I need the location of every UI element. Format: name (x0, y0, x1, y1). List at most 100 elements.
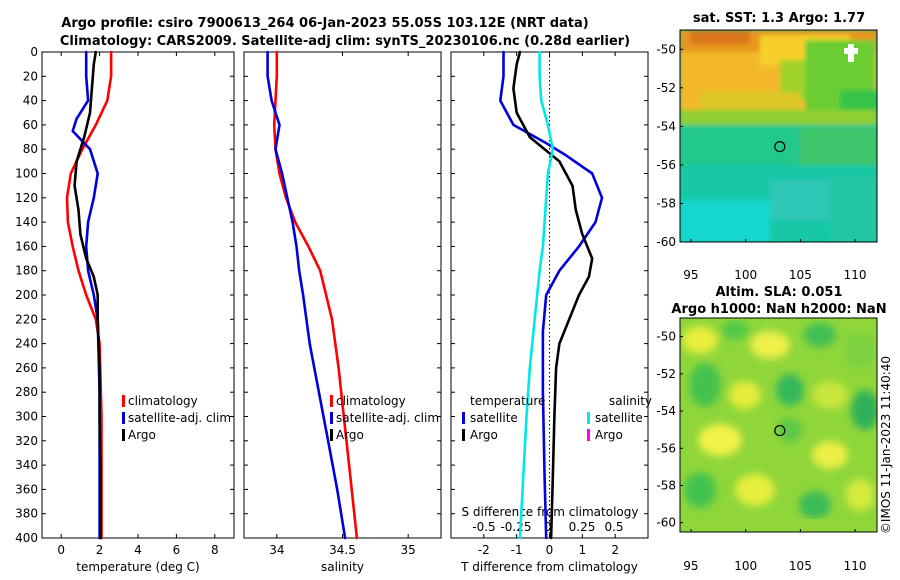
imos-credit: ©IMOS 11-Jan-2023 11:40:40 (879, 356, 893, 534)
sst-argo-location-marker (774, 141, 786, 153)
depth-tick-label: 40 (23, 94, 38, 108)
sla-map-title-line2: Argo h1000: NaN h2000: NaN (671, 302, 886, 317)
sla-map-ytick-label: -52 (656, 367, 676, 381)
sla-map-ytick-label: -54 (656, 404, 676, 418)
sla-map-axes: 95 100 105 110 -50 -52 -54 -56 -58 -60 (656, 330, 866, 573)
sst-color-field (680, 30, 877, 242)
temperature-xlabel: temperature (deg C) (76, 560, 199, 574)
temperature-legend-label: climatology (128, 394, 198, 408)
sla-map: 95 100 105 110 -50 -52 -54 -56 -58 -60 (656, 317, 878, 573)
sst-map-ytick-label: -50 (656, 42, 676, 56)
depth-tick-label: 360 (15, 482, 38, 496)
difference-xtick-label: 2 (611, 543, 619, 557)
salinity-legend-label: climatology (336, 394, 406, 408)
depth-tick-label: 300 (15, 410, 38, 424)
temperature-legend-swatch (122, 395, 125, 407)
sst-map-axes: 95 100 105 110 -50 -52 -54 -56 -58 -60 (656, 42, 866, 282)
difference-xtick-label: 1 (579, 543, 587, 557)
salinity-xtick-label: 34 (269, 543, 284, 557)
sla-map-frame (679, 317, 878, 533)
depth-tick-label: 400 (15, 531, 38, 545)
diff-legend-swatch (462, 412, 465, 424)
temperature-xtick-label: 0 (57, 543, 65, 557)
figure-title-line1: Argo profile: csiro 7900613_264 06-Jan-2… (61, 16, 588, 31)
sla-map-xtick-label: 95 (683, 559, 698, 573)
depth-tick-label: 340 (15, 458, 38, 472)
sst-map-ytick-label: -52 (656, 81, 676, 95)
depth-tick-label: 160 (15, 239, 38, 253)
diff-legend-label: Argo (595, 428, 623, 442)
salinity-legend-swatch (330, 395, 333, 407)
salinity-xtick-label: 35 (401, 543, 416, 557)
depth-tick-label: 0 (30, 45, 38, 59)
difference-xtick-label: 0 (546, 543, 554, 557)
sla-map-ytick-label: -58 (656, 478, 676, 492)
sla-map-xtick-label: 100 (734, 559, 757, 573)
depth-tick-label: 180 (15, 264, 38, 278)
salinity-series-line-1 (266, 50, 347, 540)
salinity-legend-label: satellite-adj. clim (336, 411, 439, 425)
difference-series-line-2 (518, 50, 555, 540)
sst-map-xtick-label: 110 (844, 268, 867, 282)
depth-tick-label: 140 (15, 215, 38, 229)
sla-map-title-line1: Altim. SLA: 0.051 (716, 285, 843, 300)
depth-tick-label: 120 (15, 191, 38, 205)
diff-legend-swatch (587, 429, 590, 441)
temperature-panel: 0 2 4 6 802040608010012014016018020022024026… (15, 45, 235, 574)
depth-tick-label: 280 (15, 385, 38, 399)
salinity-xtick-label: 34.5 (329, 543, 356, 557)
secondary-tick-label: 0.5 (604, 520, 623, 534)
sst-map-xtick-label: 100 (734, 268, 757, 282)
difference-series-line-0 (498, 50, 604, 540)
sst-map-title: sat. SST: 1.3 Argo: 1.77 (693, 11, 865, 26)
temperature-xtick-label: 8 (211, 543, 219, 557)
legend-group-title-temperature: temperature (470, 394, 545, 408)
sla-map-ytick-label: -60 (656, 516, 676, 530)
temperature-legend-swatch (122, 412, 125, 424)
depth-tick-label: 60 (23, 118, 38, 132)
depth-tick-label: 80 (23, 142, 38, 156)
sst-map-ytick-label: -60 (656, 235, 676, 249)
secondary-tick-label: 0 (544, 520, 552, 534)
diff-legend-label: satellite (595, 411, 643, 425)
depth-tick-label: 220 (15, 312, 38, 326)
sst-map-ytick-label: -54 (656, 119, 676, 133)
depth-tick-label: 380 (15, 507, 38, 521)
sst-map-ytick-label: -56 (656, 158, 676, 172)
difference-panel: -2 -1 0 1 2 T difference from climatology S di… (450, 50, 652, 574)
temperature-plot-frame (41, 51, 235, 539)
salinity-legend-swatch (330, 412, 333, 424)
temperature-series-line-2 (73, 50, 102, 540)
difference-xlabel: T difference from climatology (460, 560, 638, 574)
diff-legend-swatch (587, 412, 590, 424)
secondary-axis-label: S difference from climatology (462, 505, 639, 519)
sla-map-xtick-label: 105 (789, 559, 812, 573)
salinity-legend-label: Argo (336, 428, 364, 442)
depth-tick-label: 240 (15, 337, 38, 351)
figure-title-line2: Climatology: CARS2009. Satellite-adj cli… (60, 34, 630, 49)
difference-xtick-label: -1 (511, 543, 523, 557)
depth-tick-label: 20 (23, 69, 38, 83)
secondary-tick-label: 0.25 (569, 520, 596, 534)
difference-series-line-1 (512, 50, 594, 540)
sst-map: 95 100 105 110 -50 -52 -54 -56 -58 -60 (656, 29, 878, 282)
temperature-xtick-label: 6 (173, 543, 181, 557)
salinity-plot-frame (243, 51, 442, 539)
sst-map-frame (679, 29, 878, 243)
difference-xtick-label: -2 (478, 543, 490, 557)
temperature-xtick-label: 2 (96, 543, 104, 557)
salinity-xlabel: salinity (321, 560, 364, 574)
diff-legend-swatch (462, 429, 465, 441)
sst-map-xtick-label: 105 (789, 268, 812, 282)
temperature-legend-swatch (122, 429, 125, 441)
depth-tick-label: 100 (15, 167, 38, 181)
secondary-tick-label: -0.25 (500, 520, 531, 534)
diff-legend-label: satellite (470, 411, 518, 425)
legend-group-title-salinity: salinity (609, 394, 652, 408)
sst-map-xtick-label: 95 (683, 268, 698, 282)
sla-map-ytick-label: -50 (656, 330, 676, 344)
depth-tick-label: 200 (15, 288, 38, 302)
sla-map-ytick-label: -56 (656, 441, 676, 455)
temperature-xtick-label: 4 (134, 543, 142, 557)
